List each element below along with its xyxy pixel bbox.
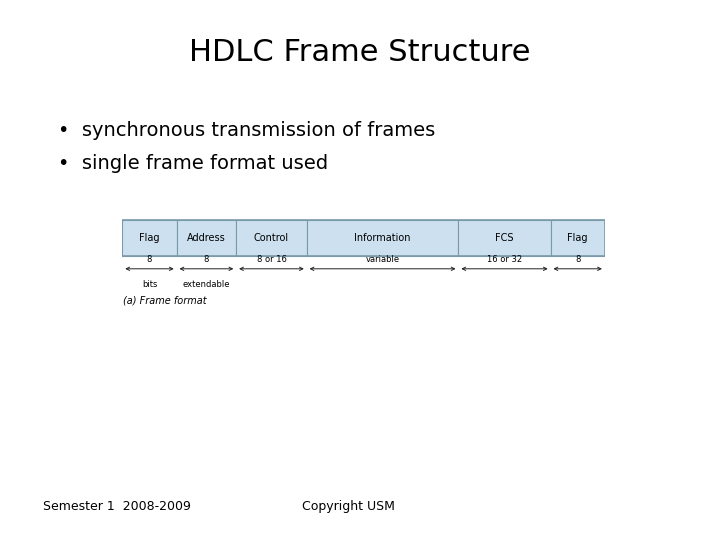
Bar	[122, 220, 605, 256]
Text: •  synchronous transmission of frames: • synchronous transmission of frames	[58, 122, 435, 140]
Text: Control: Control	[254, 233, 289, 243]
Text: Information: Information	[354, 233, 411, 243]
Text: •  single frame format used: • single frame format used	[58, 154, 328, 173]
Text: 8: 8	[575, 255, 580, 264]
Bar	[459, 220, 551, 256]
Text: 8 or 16: 8 or 16	[256, 255, 287, 264]
Text: 16 or 32: 16 or 32	[487, 255, 522, 264]
Bar	[122, 220, 176, 256]
Bar	[176, 220, 236, 256]
Text: (a) Frame format: (a) Frame format	[124, 295, 207, 305]
Text: Flag: Flag	[139, 233, 160, 243]
Text: Address: Address	[187, 233, 226, 243]
Text: bits: bits	[142, 280, 157, 289]
Bar	[236, 220, 307, 256]
Text: 8: 8	[147, 255, 152, 264]
Text: Semester 1  2008-2009: Semester 1 2008-2009	[43, 500, 191, 513]
Text: extendable: extendable	[183, 280, 230, 289]
Text: variable: variable	[366, 255, 400, 264]
Text: Flag: Flag	[567, 233, 588, 243]
Text: 8: 8	[204, 255, 209, 264]
Text: HDLC Frame Structure: HDLC Frame Structure	[189, 38, 531, 67]
Bar	[307, 220, 459, 256]
Text: Copyright USM: Copyright USM	[302, 500, 395, 513]
Text: FCS: FCS	[495, 233, 514, 243]
Bar	[551, 220, 605, 256]
